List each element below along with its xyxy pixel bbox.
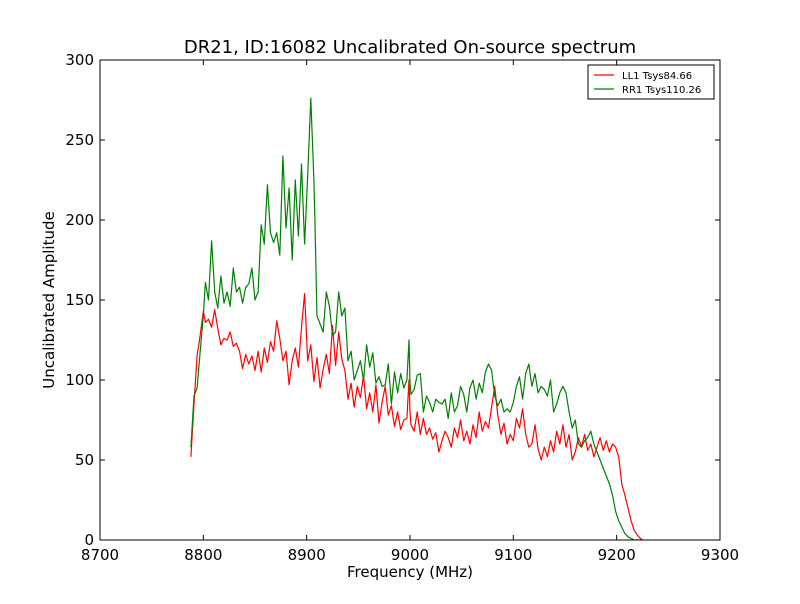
legend-box (587, 64, 715, 100)
y-tick-label: 50 (75, 451, 94, 469)
y-tick-label: 250 (65, 131, 94, 149)
y-axis-label: Uncalibrated Amplitude (40, 211, 58, 388)
x-tick-label: 9000 (391, 546, 429, 564)
y-tick-label: 150 (65, 291, 94, 309)
axis-ticks: 8700 8800 8900 9000 9100 9200 9300 0 50 100 150 200… (65, 51, 739, 564)
y-tick-label: 0 (84, 531, 94, 549)
y-tick-label: 100 (65, 371, 94, 389)
series-line-2 (190, 97, 643, 540)
series-line-1 (190, 293, 643, 540)
x-tick-label: 9100 (494, 546, 532, 564)
legend-label: RR1 Tsys110.26 (622, 85, 701, 96)
plot-area (190, 97, 643, 540)
plot-frame (99, 59, 721, 541)
legend: LL1 Tsys84.66 RR1 Tsys110.26 (587, 64, 715, 100)
x-tick-label: 8900 (288, 546, 326, 564)
y-tick-label: 200 (65, 211, 94, 229)
x-tick-label: 9200 (598, 546, 636, 564)
x-tick-label: 9300 (701, 546, 739, 564)
y-tick-label: 300 (65, 51, 94, 69)
x-axis-label: Frequency (MHz) (347, 563, 473, 581)
chart-title: DR21, ID:16082 Uncalibrated On-source sp… (184, 37, 636, 58)
x-tick-label: 8800 (184, 546, 222, 564)
x-tick-label: 8700 (81, 546, 119, 564)
legend-label: LL1 Tsys84.66 (622, 71, 692, 82)
